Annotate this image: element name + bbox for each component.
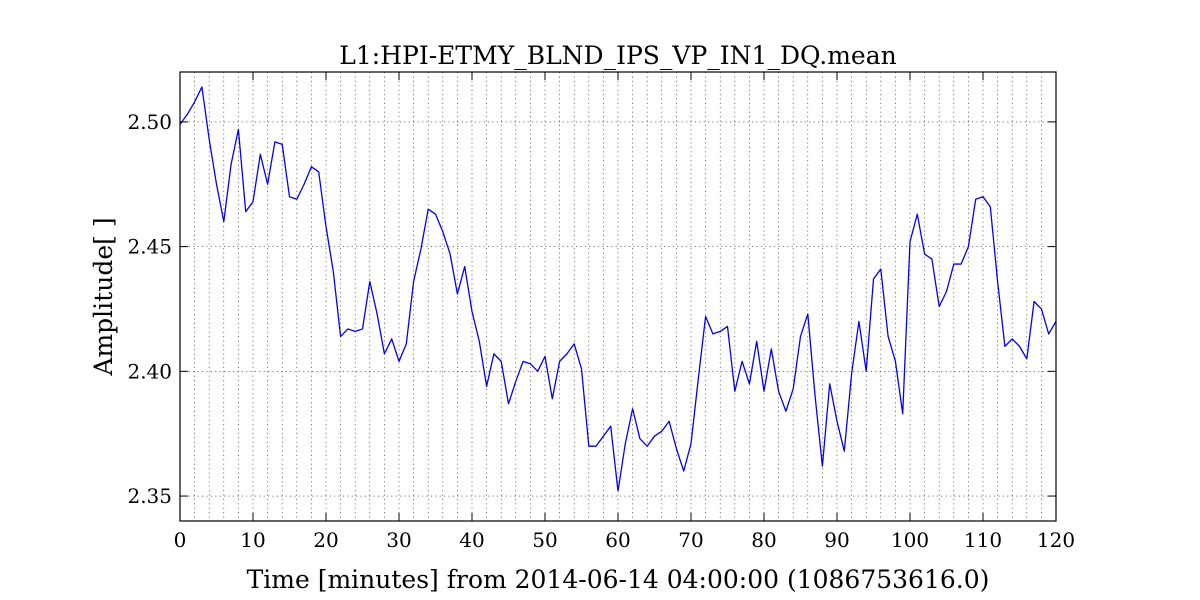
chart-title: L1:HPI-ETMY_BLND_IPS_VP_IN1_DQ.mean	[339, 41, 896, 70]
x-tick-label: 110	[964, 528, 1002, 552]
x-tick-label: 0	[174, 528, 187, 552]
x-tick-label: 60	[605, 528, 630, 552]
x-tick-label: 80	[751, 528, 776, 552]
axis-ticks: 0 10 20 30 40 50 60 70 80 90 100 110 120 2.35 2.40 2.45…	[127, 72, 1075, 552]
x-axis-label: Time [minutes] from 2014-06-14 04:00:00 …	[247, 565, 990, 594]
y-tick-label: 2.40	[127, 359, 172, 383]
x-tick-label: 90	[824, 528, 849, 552]
x-tick-label: 20	[313, 528, 338, 552]
x-tick-label: 70	[678, 528, 703, 552]
y-tick-label: 2.45	[127, 235, 172, 259]
y-tick-label: 2.50	[127, 110, 172, 134]
x-tick-label: 100	[891, 528, 929, 552]
y-axis-label: Amplitude[ ]	[89, 217, 118, 376]
x-tick-label: 50	[532, 528, 557, 552]
grid	[180, 72, 1056, 521]
series-line	[179, 86, 1057, 492]
series-layer	[179, 86, 1057, 492]
y-tick-label: 2.35	[127, 484, 172, 508]
x-tick-label: 120	[1037, 528, 1075, 552]
x-tick-label: 10	[240, 528, 265, 552]
x-tick-label: 30	[386, 528, 411, 552]
x-tick-label: 40	[459, 528, 484, 552]
